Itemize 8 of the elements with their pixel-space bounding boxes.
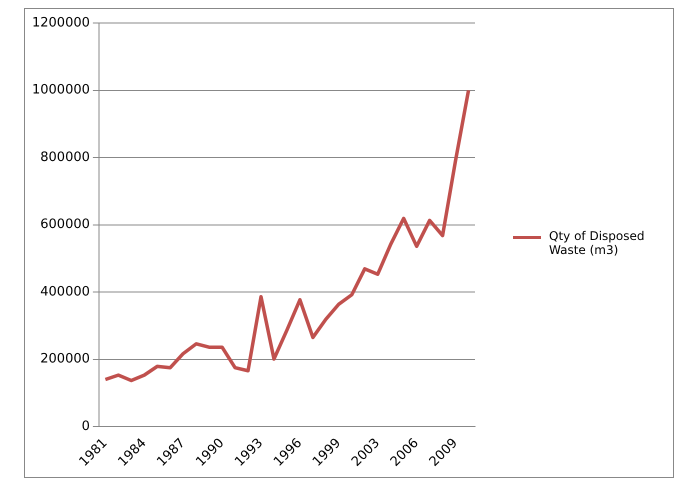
- y-tick-label: 400000: [40, 284, 90, 300]
- y-tick-label: 1200000: [32, 15, 90, 30]
- y-tick-label: 800000: [40, 150, 90, 165]
- y-tick-label: 1000000: [32, 82, 90, 98]
- legend-label: Qty of Disposed Waste (m3): [549, 229, 646, 257]
- y-tick-label: 0: [82, 418, 90, 434]
- y-tick-label: 600000: [40, 217, 90, 232]
- y-tick-label: 200000: [40, 352, 90, 367]
